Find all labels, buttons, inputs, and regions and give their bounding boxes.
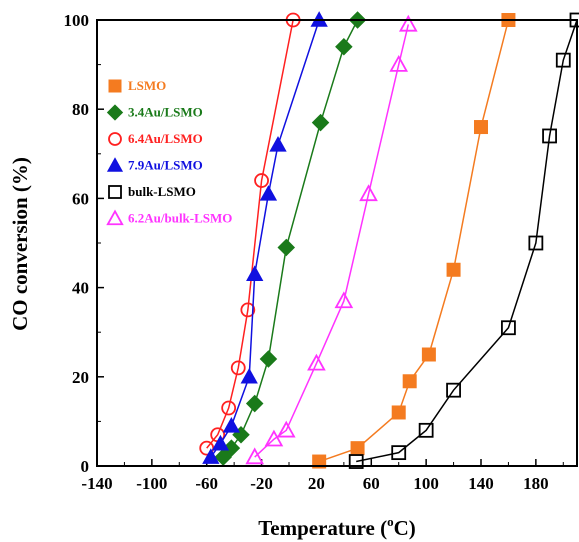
data-point [391,405,406,420]
data-point [222,417,241,433]
data-point [240,302,256,318]
data-point [245,447,265,465]
data-point [334,291,354,309]
axis-ticks: -140 -100 -60 -20 20 60 100 140 180 0 20 40 60 80 100 [64,11,564,493]
series-6-4au-lsmo [199,12,301,456]
series-6-2au-bulk-lsmo [245,14,418,465]
y-tick-label: 20 [72,368,89,387]
data-point [240,367,258,384]
data-point [348,454,364,469]
legend-marker [108,79,122,93]
legend-marker [106,209,124,226]
data-point [501,320,516,336]
y-tick-label: 80 [72,100,89,119]
series-line [254,24,410,458]
data-point [446,382,461,398]
data-point [389,54,409,72]
y-tick-label: 40 [72,279,89,298]
data-point [312,454,327,469]
data-point [221,400,237,416]
data-point [528,235,544,251]
legend-marker [106,104,124,121]
legend-marker [108,132,122,146]
data-point [421,347,436,362]
data-point [230,360,246,376]
data-point [555,52,571,68]
data-point [311,113,330,132]
data-point [259,185,278,201]
legend-label: 6.4Au/LSMO [128,131,203,146]
x-tick-label: 60 [363,474,380,493]
plot-series [199,11,579,469]
data-point [335,37,353,56]
data-point [474,120,488,135]
legend-label: 3.4Au/LSMO [128,105,203,120]
y-tick-label: 60 [72,189,89,208]
data-point [211,434,230,451]
data-point [254,173,269,188]
legend: LSMO 3.4Au/LSMO 6.4Au/LSMO 7.9Au/LSMO bulk-L… [106,78,232,226]
legend-label: LSMO [128,78,166,93]
series-lsmo [312,13,516,469]
data-point [202,448,220,464]
series-line [206,19,294,449]
data-point [277,238,296,257]
legend-label: 6.2Au/bulk-LSMO [128,211,232,226]
x-tick-label: 20 [308,474,325,493]
x-tick-label: -60 [195,474,218,493]
x-axis-label: Temperature (oC) [258,514,416,540]
data-point [307,353,326,371]
legend-marker [108,185,122,199]
series-line [356,19,578,463]
x-tick-label: 100 [413,474,439,493]
data-point [246,265,264,281]
y-axis-label: CO conversion (%) [8,157,32,331]
data-point [269,136,287,152]
data-point [245,394,264,413]
data-point [542,128,557,144]
data-point [276,420,296,438]
series-3-4au-lsmo [214,11,367,466]
legend-marker [106,157,124,172]
x-tick-label: 140 [468,474,494,493]
legend-label: bulk-LSMO [128,184,196,199]
series-bulk-lsmo [348,12,579,469]
series-7-9au-lsmo [202,11,328,464]
x-tick-label: -20 [250,474,273,493]
data-point [259,350,278,368]
series-line [318,19,510,463]
x-tick-label: -140 [81,474,112,493]
data-point [264,429,284,447]
data-point [391,445,407,461]
series-line [210,19,320,458]
x-tick-label: 180 [523,474,549,493]
data-point [418,422,434,438]
y-tick-label: 100 [64,11,90,30]
legend-label: 7.9Au/LSMO [128,158,203,173]
x-tick-label: -100 [136,474,167,493]
data-point [398,14,418,32]
y-tick-label: 0 [81,457,90,476]
data-point [446,262,461,277]
data-point [402,374,417,389]
data-point [359,184,378,202]
data-point [350,441,365,456]
plot-frame [96,19,578,467]
